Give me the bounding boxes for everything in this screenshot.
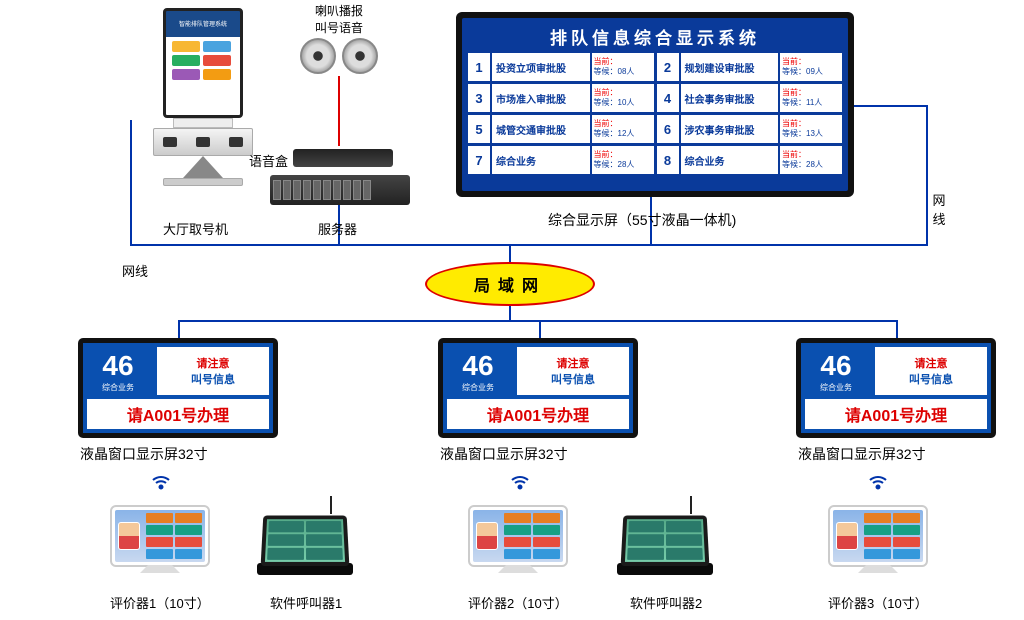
main-display-title: 排队信息综合显示系统 [468,24,842,49]
net-line [178,320,898,322]
net-line [896,320,898,338]
queue-row: 8综合业务当前：等候：28人 [657,146,843,174]
caller-label: 软件呼叫器2 [630,593,702,612]
window-subtype: 综合业务 [462,382,494,393]
kiosk-label: 大厅取号机 [163,219,228,238]
software-caller [622,496,708,575]
window-num: 46 [462,350,493,382]
lan-label: 局域网 [474,272,546,296]
window-attn1: 请注意 [197,355,230,371]
window-calling: 请A001号办理 [87,399,269,429]
window-display-32: 46综合业务 请注意叫号信息 请A001号办理 [438,338,638,438]
net-line [178,320,180,338]
window-calling: 请A001号办理 [447,399,629,429]
caller-label: 软件呼叫器1 [270,593,342,612]
window-display-label: 液晶窗口显示屏32寸 [80,444,208,464]
window-subtype: 综合业务 [820,382,852,393]
window-attn1: 请注意 [557,355,590,371]
window-attn1: 请注意 [915,355,948,371]
netcable-left: 网线 [122,261,148,280]
window-attn2: 叫号信息 [191,371,235,387]
queue-row: 5城管交通审批股当前：等候：12人 [468,115,654,143]
net-line [130,120,132,245]
evaluator-label: 评价器2（10寸） [468,593,568,612]
net-line [539,320,541,338]
evaluator-tablet [110,505,210,573]
net-line [130,244,928,246]
evaluator-tablet [828,505,928,573]
main-display-label: 综合显示屏（55寸液晶一体机) [548,210,736,230]
window-display-label: 液晶窗口显示屏32寸 [798,444,926,464]
window-attn2: 叫号信息 [551,371,595,387]
main-display-55: 排队信息综合显示系统 1投资立项审批股当前：等候：08人2规划建设审批股当前：等… [456,12,854,197]
window-display-label: 液晶窗口显示屏32寸 [440,444,568,464]
wifi-icon [866,468,890,492]
speaker-text2: 叫号语音 [315,21,363,35]
window-attn2: 叫号信息 [909,371,953,387]
window-num: 46 [820,350,851,382]
window-display-32: 46综合业务 请注意叫号信息 请A001号办理 [796,338,996,438]
kiosk-ticket-machine: 智能排队管理系统 [153,8,253,188]
queue-row: 1投资立项审批股当前：等候：08人 [468,53,654,81]
voicebox-device [293,149,393,167]
queue-row: 4社会事务审批股当前：等候：11人 [657,84,843,112]
speaker-icon [300,38,336,74]
net-line [926,105,928,245]
wifi-icon [149,468,173,492]
net-line [509,244,511,264]
queue-row: 7综合业务当前：等候：28人 [468,146,654,174]
speaker-text1: 喇叭播报 [315,4,363,18]
kiosk-header: 智能排队管理系统 [166,13,240,33]
voicebox-label: 语音盒 [249,151,288,170]
server-label: 服务器 [318,219,357,238]
queue-row: 3市场准入审批股当前：等候：10人 [468,84,654,112]
evaluator-label: 评价器3（10寸） [828,593,928,612]
window-subtype: 综合业务 [102,382,134,393]
window-num: 46 [102,350,133,382]
evaluator-tablet [468,505,568,573]
server-device [270,175,410,205]
lan-node: 局域网 [425,262,595,306]
queue-row: 2规划建设审批股当前：等候：09人 [657,53,843,81]
window-display-32: 46综合业务 请注意叫号信息 请A001号办理 [78,338,278,438]
wifi-icon [508,468,532,492]
netcable-right: 网线 [932,190,946,228]
window-calling: 请A001号办理 [805,399,987,429]
software-caller [262,496,348,575]
speaker-group: 喇叭播报叫号语音 [300,2,378,146]
net-line [854,105,927,107]
evaluator-label: 评价器1（10寸） [110,593,210,612]
speaker-icon [342,38,378,74]
queue-row: 6涉农事务审批股当前：等候：13人 [657,115,843,143]
